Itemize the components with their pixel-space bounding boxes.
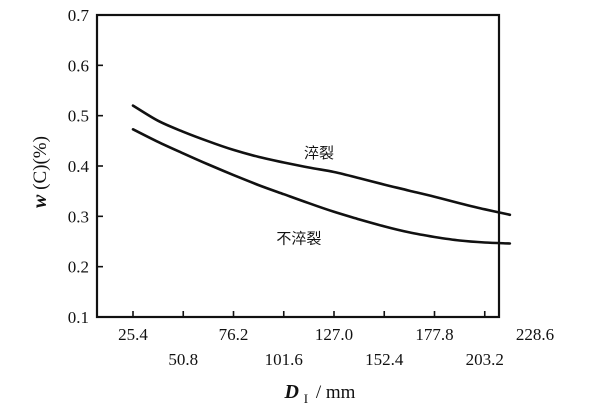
y-axis-title: w (C)(%) [29,136,51,208]
x-axis: 25.4 50.8 76.2 101.6 127.0 152.4 177.8 203.2 228… [118,311,554,369]
series-layer [131,104,512,245]
x-tick-label: 101.6 [265,350,303,369]
x-tick-label: 25.4 [118,325,148,344]
series-label-0: 淬裂 [304,144,334,162]
x-tick-label: 228.6 [516,325,554,344]
series-line-1 [131,128,512,245]
y-tick-label: 0.1 [68,308,89,327]
y-axis: 0.1 0.2 0.3 0.4 0.5 0.6 0.7 [68,6,103,327]
y-axis-title-rest: (C)(%) [30,136,51,190]
y-tick-label: 0.7 [68,6,90,25]
x-tick-label: 152.4 [365,350,404,369]
y-tick-label: 0.3 [68,207,89,226]
x-axis-title-unit: / mm [316,382,356,403]
y-tick-label: 0.5 [68,107,89,126]
series-label-1: 不淬裂 [276,230,321,248]
x-tick-label: 203.2 [466,350,504,369]
x-axis-title-subscript: I [304,391,308,406]
y-tick-label: 0.2 [68,258,89,277]
y-tick-label: 0.4 [68,157,90,176]
x-tick-label: 76.2 [219,325,249,344]
x-axis-title-symbol: D [284,381,299,403]
x-tick-label: 127.0 [315,325,353,344]
x-tick-label: 50.8 [168,350,198,369]
series-line-0 [131,104,512,217]
x-axis-title: D I / mm [284,381,356,408]
y-tick-label: 0.6 [68,56,89,75]
y-axis-title-symbol: w [29,194,51,208]
x-tick-label: 177.8 [415,325,453,344]
